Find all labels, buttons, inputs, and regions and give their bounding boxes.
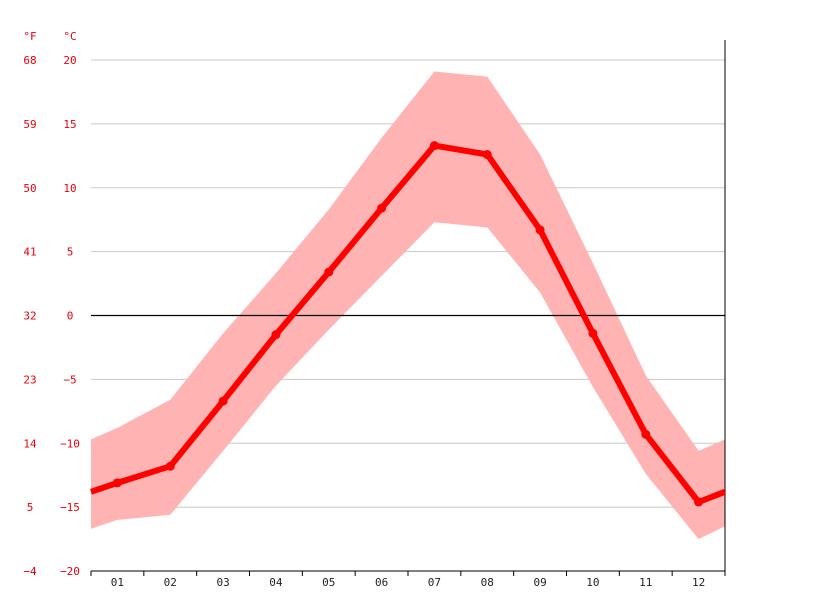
min-max-range-area (91, 71, 725, 540)
data-point-05 (324, 267, 334, 277)
x-tick-label: 11 (639, 576, 652, 589)
y-tick-celsius: 10 (63, 182, 76, 195)
y-tick-celsius: 20 (63, 54, 76, 67)
data-point-11 (641, 429, 651, 439)
fahrenheit-unit-label: °F (23, 30, 36, 43)
temperature-line (90, 142, 727, 505)
data-point-06 (377, 203, 387, 213)
y-tick-fahrenheit: 50 (23, 182, 36, 195)
data-point-03 (218, 396, 228, 406)
y-tick-celsius: 0 (67, 310, 74, 323)
y-tick-celsius: −10 (60, 437, 80, 450)
data-point-08 (482, 150, 492, 160)
x-tick-labels: 01 02 03 04 05 06 07 08 09 10 11 12 (111, 576, 705, 589)
data-point-09 (535, 225, 545, 235)
y-tick-fahrenheit: 59 (23, 118, 36, 131)
data-point-02 (165, 461, 175, 471)
y-tick-celsius: 15 (63, 118, 76, 131)
data-point-07 (429, 141, 439, 151)
data-point-04 (271, 330, 281, 340)
y-tick-celsius: −15 (60, 501, 80, 514)
data-point-01 (112, 478, 122, 488)
y-tick-fahrenheit: 23 (23, 373, 36, 386)
x-tick-label: 05 (322, 576, 335, 589)
y-tick-celsius: −5 (63, 373, 76, 386)
y-tick-celsius: −20 (60, 565, 80, 578)
x-tick-label: 07 (428, 576, 441, 589)
x-tick-label: 08 (481, 576, 494, 589)
data-points (112, 141, 704, 507)
x-tick-label: 06 (375, 576, 388, 589)
x-tick-label: 12 (692, 576, 705, 589)
x-tick-label: 02 (164, 576, 177, 589)
x-tick-label: 01 (111, 576, 124, 589)
axes (90, 40, 726, 576)
x-tick-label: 10 (586, 576, 599, 589)
celsius-unit-label: °C (63, 30, 76, 43)
data-point-10 (588, 328, 598, 338)
temperature-range-band (91, 71, 725, 540)
y-tick-celsius: 5 (67, 246, 74, 259)
y-tick-fahrenheit: 68 (23, 54, 36, 67)
y-tick-fahrenheit: 41 (23, 246, 36, 259)
x-tick-label: 03 (216, 576, 229, 589)
x-tick-label: 09 (533, 576, 546, 589)
y-tick-fahrenheit: 32 (23, 310, 36, 323)
temperature-series-line (90, 142, 727, 505)
y-tick-fahrenheit: −4 (23, 565, 37, 578)
x-tick-label: 04 (269, 576, 283, 589)
data-point-12 (694, 497, 704, 507)
y-tick-fahrenheit: 14 (23, 437, 37, 450)
y-tick-fahrenheit: 5 (27, 501, 34, 514)
y-tick-labels: 68 20 59 15 50 10 41 5 32 0 23 −5 14 −10 5 −15 −4 −20 (23, 54, 80, 578)
